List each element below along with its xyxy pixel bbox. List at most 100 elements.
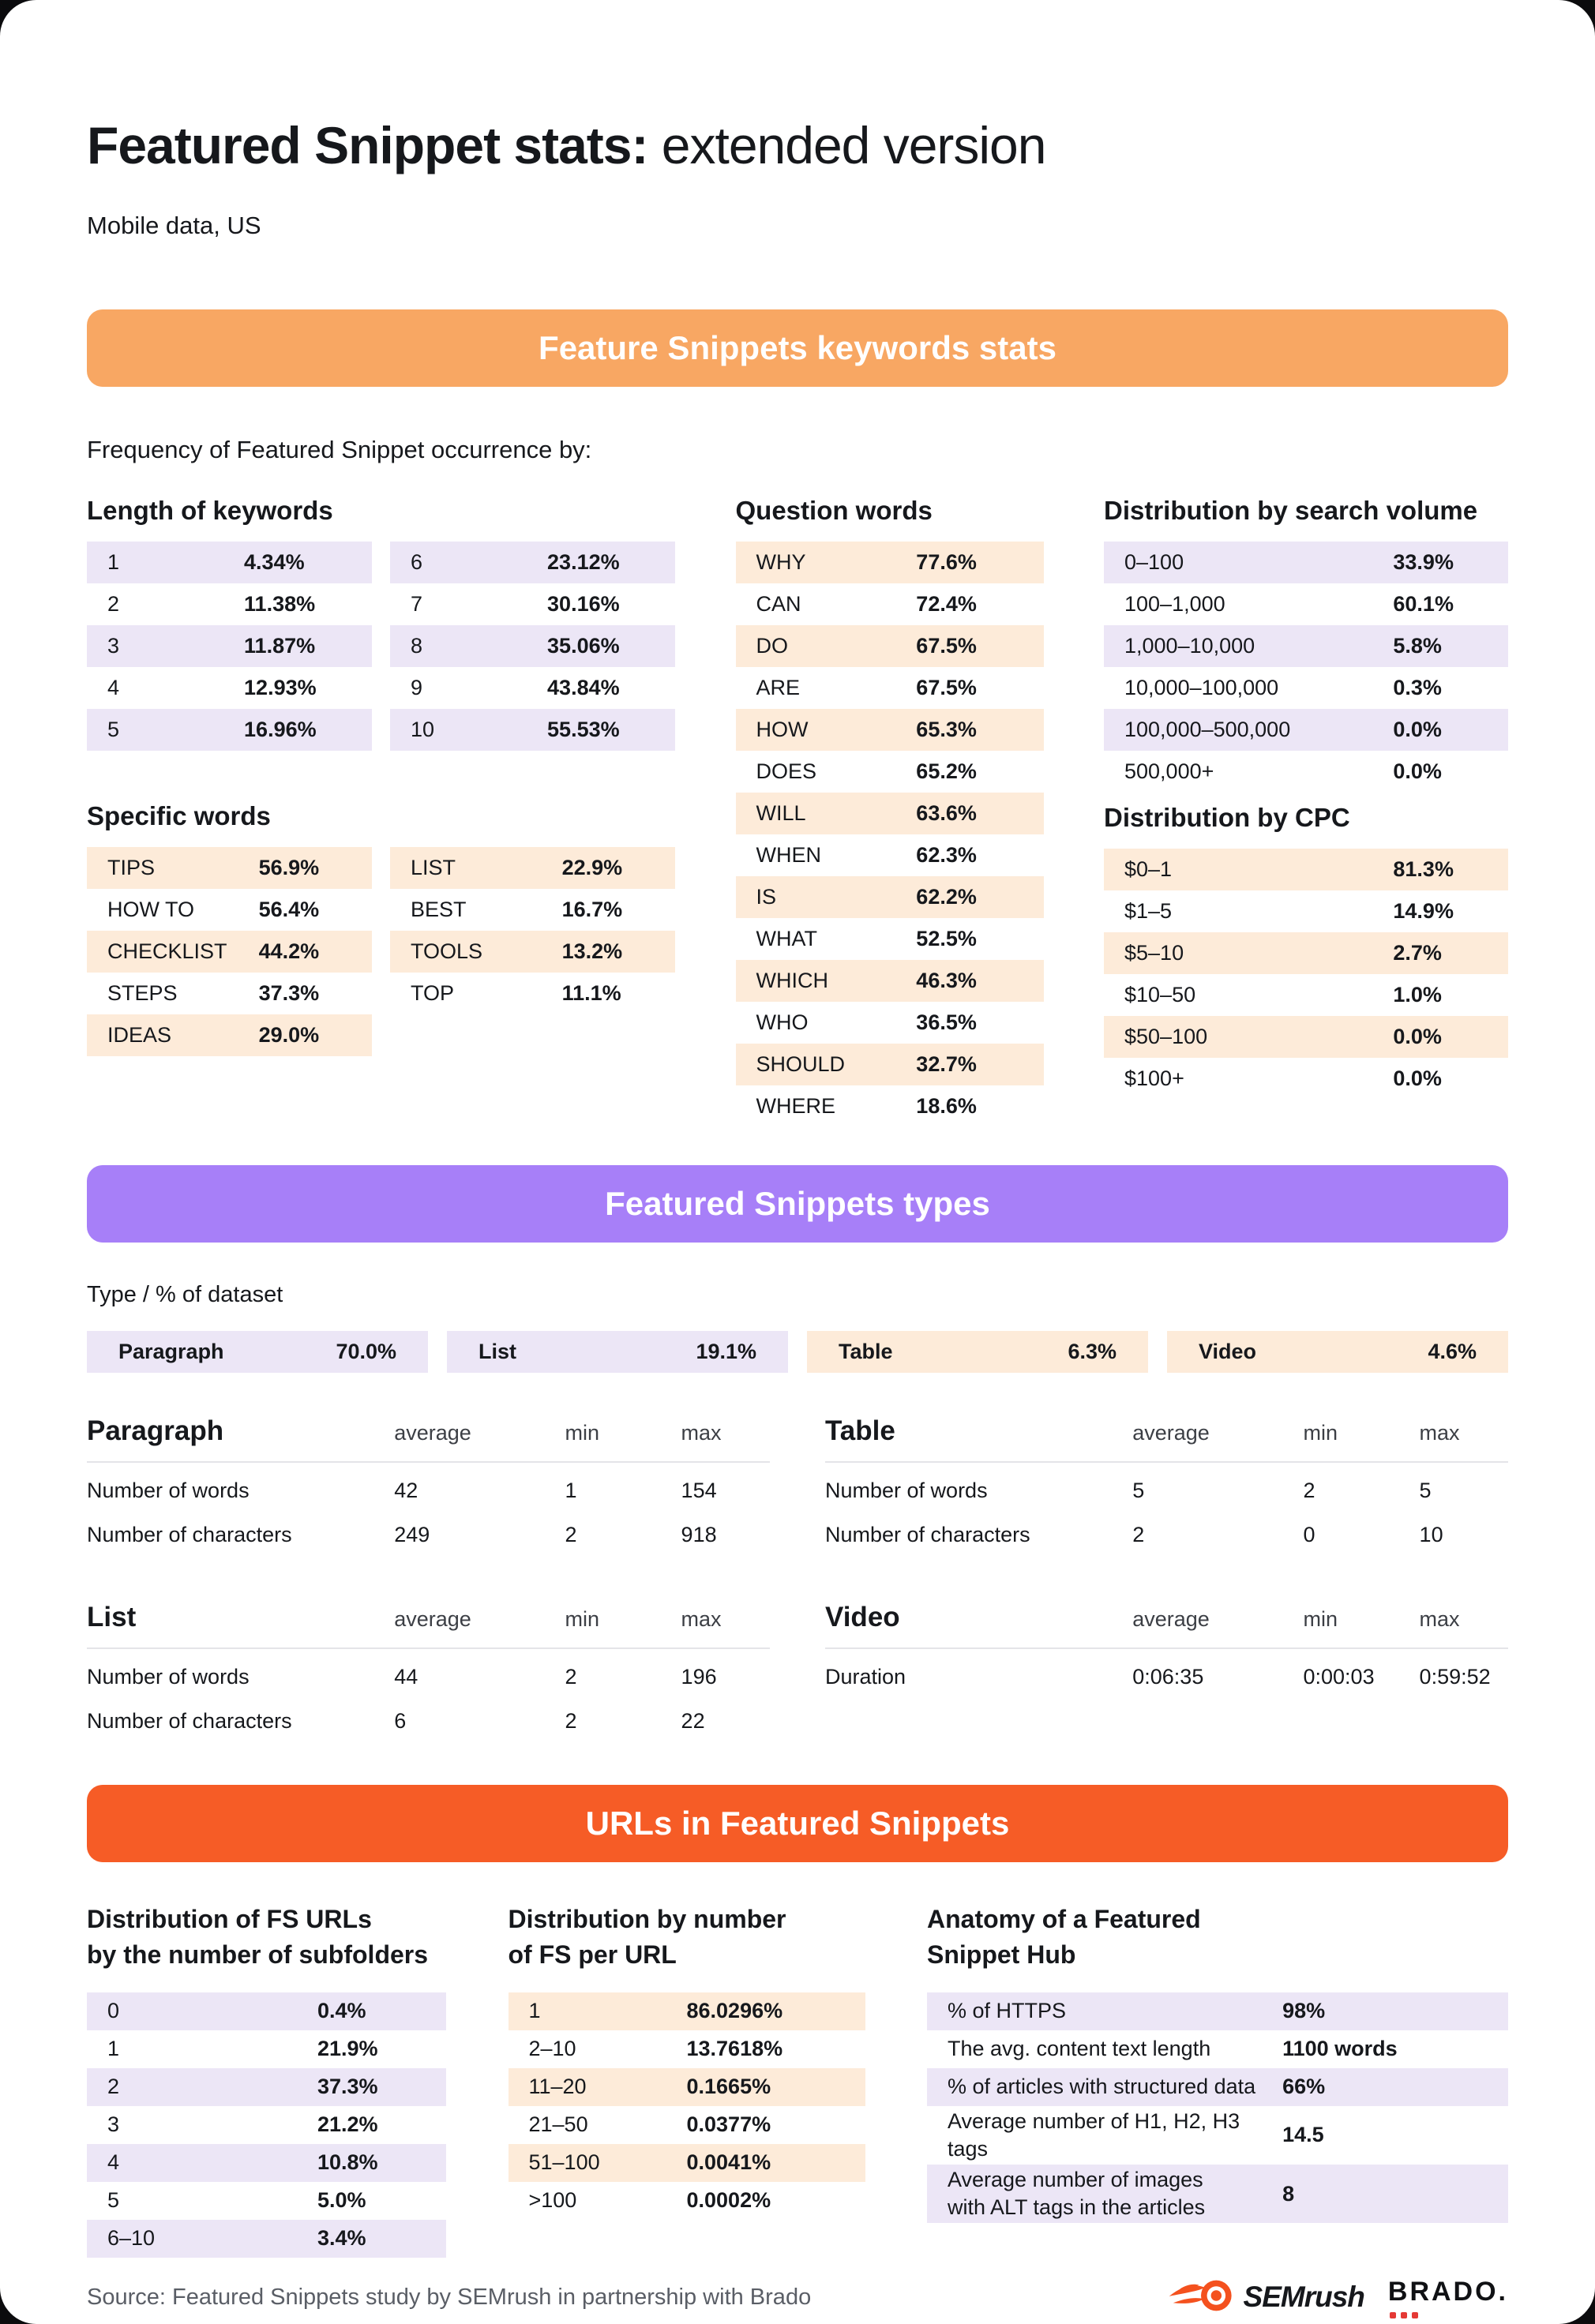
row-value: 11.1% — [561, 980, 621, 1005]
anatomy-heading: Anatomy of a Featured Snippet Hub — [927, 1904, 1201, 1970]
row-min: 2 — [565, 1709, 577, 1734]
table-row: HOW TO 56.4% — [87, 889, 372, 931]
table-row: 11–20 0.1665% — [508, 2067, 865, 2106]
row-label: Number of words — [87, 1479, 250, 1503]
stat-table-title: Video — [825, 1601, 900, 1632]
table-row: Duration 0:06:35 0:00:03 0:59:52 — [825, 1655, 1508, 1700]
row-label: WILL — [756, 800, 806, 825]
table-row: 0–100 33.9% — [1104, 541, 1508, 583]
table-row: WHY 77.6% — [735, 541, 1044, 583]
table-row: 5 16.96% — [87, 708, 372, 751]
row-value: 0.0% — [1393, 717, 1442, 741]
stat-table-list: List average min max Number of words 44 2 196 Nu… — [87, 1602, 770, 1744]
stat-table-paragraph: Paragraph average min max Number of words 42 1… — [87, 1415, 770, 1557]
specific-table-2: LIST 22.9% BEST 16.7% TOOLS 13.2% TOP 11.1% — [390, 846, 675, 1014]
row-value: 4.34% — [244, 549, 305, 574]
row-label: SHOULD — [756, 1051, 846, 1076]
row-value: 21.9% — [317, 2037, 378, 2061]
length-table-1: 1 4.34% 2 11.38% 3 11.87% 4 12.93% 5 16.96% — [87, 541, 372, 751]
table-row: 21–50 0.0377% — [509, 2106, 865, 2144]
row-label: $50–100 — [1124, 1024, 1208, 1048]
table-row: $100+ 0.0% — [1104, 1058, 1508, 1100]
table-row: Number of characters 2 0 10 — [825, 1513, 1508, 1557]
stat-table-header: Table average min max — [825, 1415, 1508, 1447]
table-row: 6–10 3.4% — [87, 2219, 446, 2258]
row-value: 13.7618% — [686, 2037, 783, 2061]
source-note: Source: Featured Snippets study by SEMru… — [87, 2284, 812, 2310]
row-value: 0.0% — [1393, 759, 1442, 783]
table-row: 1 21.9% — [87, 2030, 446, 2068]
row-label: 0–100 — [1124, 549, 1184, 574]
row-max: 196 — [681, 1665, 717, 1689]
row-label: 6–10 — [107, 2226, 156, 2251]
stat-col-max: max — [681, 1420, 722, 1445]
row-label: Number of characters — [87, 1709, 292, 1734]
table-row: 2–10 13.7618% — [509, 2030, 865, 2068]
row-label: 7 — [411, 591, 423, 616]
row-label: WHO — [756, 1010, 809, 1034]
row-label: $0–1 — [1124, 857, 1173, 881]
table-row: 6 23.12% — [390, 541, 675, 583]
keywords-column-left: Length of keywords 1 4.34% 2 11.38% 3 11.87% 4… — [87, 496, 675, 1056]
row-value: 18.6% — [916, 1093, 977, 1118]
row-label: Number of words — [825, 1479, 988, 1503]
length-tables: 1 4.34% 2 11.38% 3 11.87% 4 12.93% 5 16.96% 6 23.1… — [87, 541, 675, 751]
row-label: 11–20 — [528, 2075, 587, 2099]
row-min: 2 — [1303, 1479, 1315, 1503]
row-label: 10,000–100,000 — [1124, 675, 1279, 699]
row-value: 0.0% — [1393, 1024, 1442, 1048]
table-row: 10,000–100,000 0.3% — [1104, 667, 1508, 709]
row-value: 56.4% — [258, 897, 320, 921]
row-max: 918 — [681, 1523, 717, 1547]
row-average: 5 — [1132, 1479, 1145, 1503]
table-row: >100 0.0002% — [509, 2182, 865, 2220]
divider — [87, 1460, 770, 1463]
table-row: Number of words 5 2 5 — [825, 1469, 1508, 1513]
stat-col-min: min — [565, 1606, 600, 1631]
subfolders-heading: Distribution of FS URLs by the number of… — [87, 1904, 429, 1970]
stat-table-video: Video average min max Duration 0:06:35 0:00:03… — [825, 1602, 1508, 1700]
table-row: 9 43.84% — [390, 667, 675, 709]
row-average: 44 — [394, 1665, 418, 1689]
row-label: Number of characters — [87, 1523, 292, 1547]
table-row: Number of words 42 1 154 — [87, 1469, 770, 1513]
table-row: IDEAS 29.0% — [87, 1014, 372, 1056]
question-words-table: WHY 77.6% CAN 72.4% DO 67.5% ARE 67.5% HOW 65.3% D… — [735, 541, 1044, 1127]
row-label: Duration — [825, 1665, 906, 1689]
search-volume-table: 0–100 33.9% 100–1,000 60.1% 1,000–10,000 5.8%… — [1104, 541, 1508, 793]
cpc-table: $0–1 81.3% $1–5 14.9% $5–10 2.7% $10–50 1.0% $50… — [1104, 848, 1508, 1100]
row-value: 98% — [1282, 1999, 1326, 2023]
type-chip-video: Video 4.6% — [1167, 1330, 1508, 1373]
row-label: TIPS — [107, 855, 156, 879]
row-label: 51–100 — [528, 2150, 600, 2175]
page-title-bold: Featured Snippet stats: — [87, 116, 648, 174]
row-label: 500,000+ — [1124, 759, 1214, 783]
divider — [87, 1647, 770, 1649]
table-row: Number of characters 249 2 918 — [87, 1513, 770, 1557]
table-row: 1 4.34% — [87, 541, 372, 583]
row-label: Number of words — [87, 1665, 250, 1689]
row-value: 29.0% — [258, 1022, 320, 1047]
type-chip-table: Table 6.3% — [807, 1330, 1148, 1373]
row-label: $5–10 — [1124, 940, 1184, 965]
row-average: 0:06:35 — [1132, 1665, 1204, 1689]
row-average: 2 — [1132, 1523, 1145, 1547]
row-label: TOOLS — [411, 939, 483, 963]
table-row: 500,000+ 0.0% — [1104, 751, 1508, 793]
row-min: 1 — [565, 1479, 577, 1503]
stat-table-title: List — [87, 1601, 137, 1632]
row-average: 249 — [394, 1523, 430, 1547]
table-row: WHAT 52.5% — [736, 918, 1044, 960]
row-value: 72.4% — [916, 591, 977, 616]
brado-dots-icon — [1389, 2311, 1418, 2318]
anatomy-table: % of HTTPS 98% The avg. content text lengt… — [927, 1992, 1508, 2224]
page-title-rest: extended version — [647, 116, 1047, 174]
row-label: DO — [756, 633, 789, 658]
row-value: 0.0041% — [686, 2150, 771, 2175]
table-row: 4 12.93% — [87, 667, 372, 709]
section-banner-keywords: Feature Snippets keywords stats — [87, 309, 1508, 387]
row-value: 23.12% — [547, 549, 620, 574]
row-value: 62.2% — [916, 884, 977, 909]
row-label: 6 — [411, 549, 423, 574]
stat-col-min: min — [1303, 1606, 1338, 1631]
